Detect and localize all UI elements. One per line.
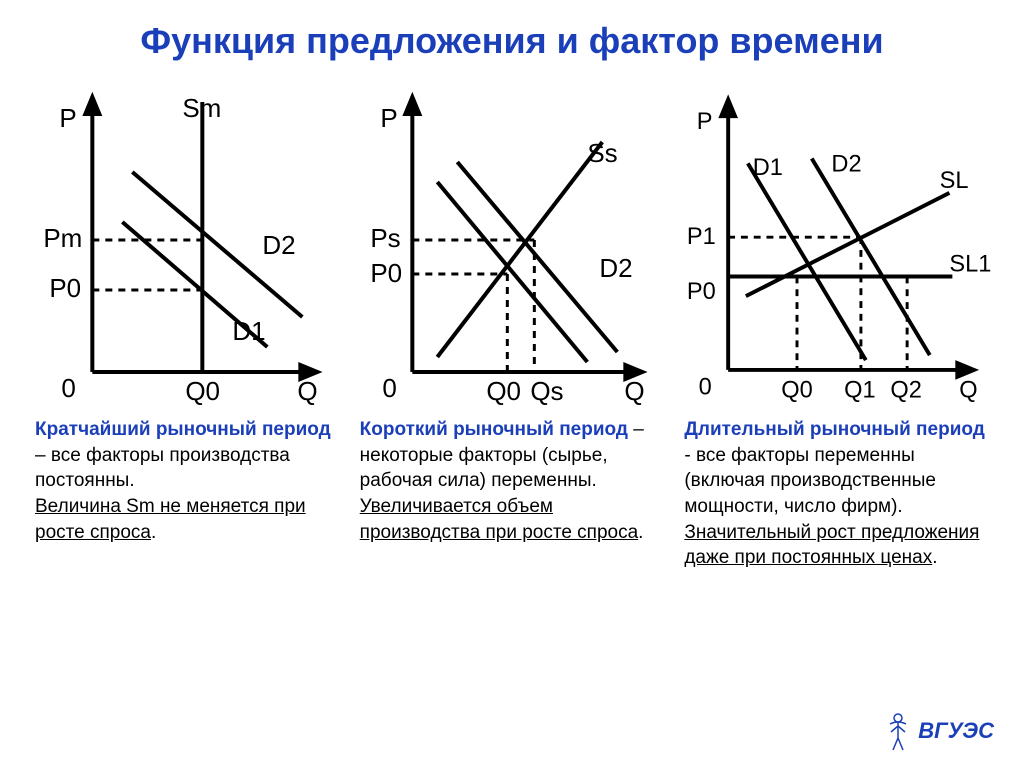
origin-label: 0 xyxy=(699,375,712,401)
p0-label: P0 xyxy=(687,279,716,305)
axis-p-label: P xyxy=(380,103,397,133)
chart-column-middle: P Ss Ps P0 D2 0 Q0 Qs Q Короткий рыночны… xyxy=(355,82,670,571)
q0-label: Q0 xyxy=(782,377,813,403)
q1-label: Q1 xyxy=(845,377,876,403)
p0-label: P0 xyxy=(370,258,402,288)
caption-underline: Увеличивается объем производства при рос… xyxy=(360,496,639,543)
caption-middle: Короткий рыночный период – некоторые фак… xyxy=(355,412,670,545)
caption-tail: . xyxy=(638,522,643,543)
ps-label: Ps xyxy=(370,223,400,253)
caption-lead: Кратчайший рыночный период xyxy=(35,419,331,440)
chart-right: P D1 D2 SL SL1 P1 P0 0 Q0 Q1 Q2 Q xyxy=(679,82,994,412)
p1-label: P1 xyxy=(687,224,716,250)
d1-label: D1 xyxy=(753,155,783,181)
charts-row: P Sm Pm P0 D2 D1 0 Q0 Q Кратчайший рыноч… xyxy=(30,82,994,571)
qs-label: Qs xyxy=(530,376,563,406)
q-label: Q xyxy=(960,377,978,403)
q-label: Q xyxy=(624,376,644,406)
caption-left: Кратчайший рыночный период – все факторы… xyxy=(30,412,345,545)
chart-column-left: P Sm Pm P0 D2 D1 0 Q0 Q Кратчайший рыноч… xyxy=(30,82,345,571)
axis-p-label: P xyxy=(697,109,713,135)
axis-p-label: P xyxy=(59,103,76,133)
sm-label: Sm xyxy=(182,93,221,123)
logo: ВГУЭС xyxy=(884,710,994,752)
p0-label: P0 xyxy=(49,273,81,303)
logo-icon xyxy=(884,710,912,752)
caption-tail: . xyxy=(932,547,937,568)
d1-label: D1 xyxy=(232,316,265,346)
d2-label: D2 xyxy=(262,230,295,260)
q-label: Q xyxy=(297,376,317,406)
origin-label: 0 xyxy=(382,373,396,403)
caption-body: – все факторы производства постоянны. xyxy=(35,445,290,492)
caption-body: - все факторы переменны (включая произво… xyxy=(684,445,936,517)
d2-label: D2 xyxy=(832,151,862,177)
chart-middle: P Ss Ps P0 D2 0 Q0 Qs Q xyxy=(355,82,670,412)
ss-label: Ss xyxy=(587,138,617,168)
sl-label: SL xyxy=(940,168,969,194)
q0-label: Q0 xyxy=(185,376,220,406)
chart-left: P Sm Pm P0 D2 D1 0 Q0 Q xyxy=(30,82,345,412)
logo-text: ВГУЭС xyxy=(918,718,994,744)
caption-lead: Короткий рыночный период xyxy=(360,419,628,440)
q0-label: Q0 xyxy=(486,376,521,406)
chart-column-right: P D1 D2 SL SL1 P1 P0 0 Q0 Q1 Q2 Q Длител… xyxy=(679,82,994,571)
q2-label: Q2 xyxy=(891,377,922,403)
origin-label: 0 xyxy=(61,373,75,403)
pm-label: Pm xyxy=(43,223,82,253)
caption-lead: Длительный рыночный период xyxy=(684,419,984,440)
caption-underline: Величина Sm не меняется при росте спроса xyxy=(35,496,306,543)
page-title: Функция предложения и фактор времени xyxy=(30,20,994,62)
d2-label: D2 xyxy=(599,253,632,283)
caption-tail: . xyxy=(151,522,156,543)
sl1-label: SL1 xyxy=(950,252,992,278)
caption-right: Длительный рыночный период - все факторы… xyxy=(679,412,994,571)
